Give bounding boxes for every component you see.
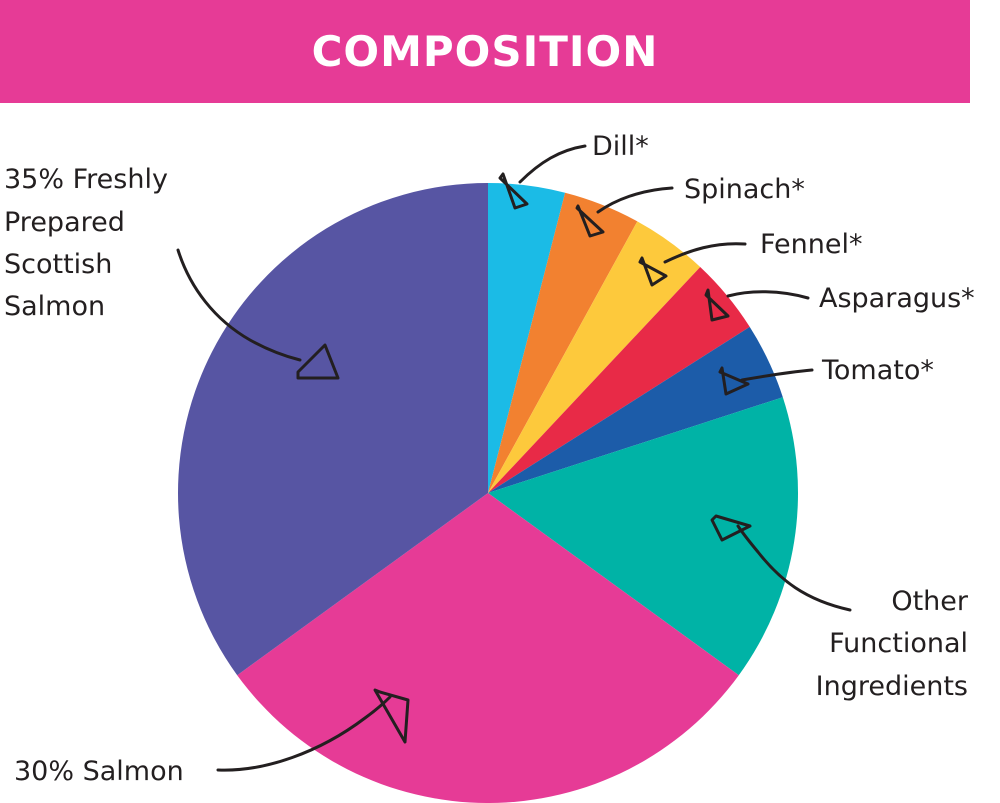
arrow-spinach-head — [575, 204, 605, 238]
arrow-asparagus — [726, 290, 810, 300]
arrow-fennel-head — [638, 256, 668, 287]
label-salmon30: 30% Salmon — [14, 756, 184, 787]
arrow-scottish-head — [296, 343, 340, 380]
arrow-tomato-head — [718, 366, 750, 396]
slice-labels: Dill* Spinach* Fennel* Asparagus* Tomato… — [4, 131, 975, 787]
chart-title: COMPOSITION — [311, 27, 659, 76]
pie-slice-3 — [488, 267, 750, 493]
arrow-spinach — [596, 186, 674, 214]
arrow-dill — [518, 144, 587, 184]
label-other-2: Functional — [829, 628, 968, 659]
arrow-other — [736, 524, 852, 612]
label-fennel: Fennel* — [760, 229, 863, 260]
pie-slice-2 — [488, 221, 701, 493]
pie-slice-5 — [488, 397, 799, 676]
arrow-fennel — [663, 242, 747, 264]
pie-slice-6 — [237, 493, 739, 803]
pie-slice-0 — [488, 183, 566, 493]
label-arrows — [176, 144, 852, 772]
label-other-1: Other — [891, 586, 969, 617]
pie-slice-4 — [488, 326, 783, 493]
label-spinach: Spinach* — [684, 174, 805, 205]
arrow-salmon30-head — [373, 688, 410, 744]
label-scottish-1: 35% Freshly — [4, 164, 168, 195]
arrow-dill-head — [498, 172, 529, 210]
label-scottish-2: Prepared — [4, 207, 125, 238]
pie-slice-7 — [177, 183, 488, 676]
pie-slices — [177, 183, 799, 803]
label-scottish-4: Salmon — [4, 291, 105, 322]
label-other-3: Ingredients — [816, 671, 968, 702]
arrow-asparagus-head — [704, 288, 730, 322]
label-scottish-3: Scottish — [4, 249, 112, 280]
label-dill: Dill* — [592, 131, 649, 162]
label-tomato: Tomato* — [821, 355, 934, 386]
arrow-tomato — [740, 368, 814, 382]
arrow-other-head — [710, 514, 752, 542]
pie-slice-1 — [488, 192, 638, 494]
label-asparagus: Asparagus* — [819, 283, 975, 314]
arrow-scottish — [176, 248, 302, 362]
title-banner: COMPOSITION — [0, 0, 970, 103]
